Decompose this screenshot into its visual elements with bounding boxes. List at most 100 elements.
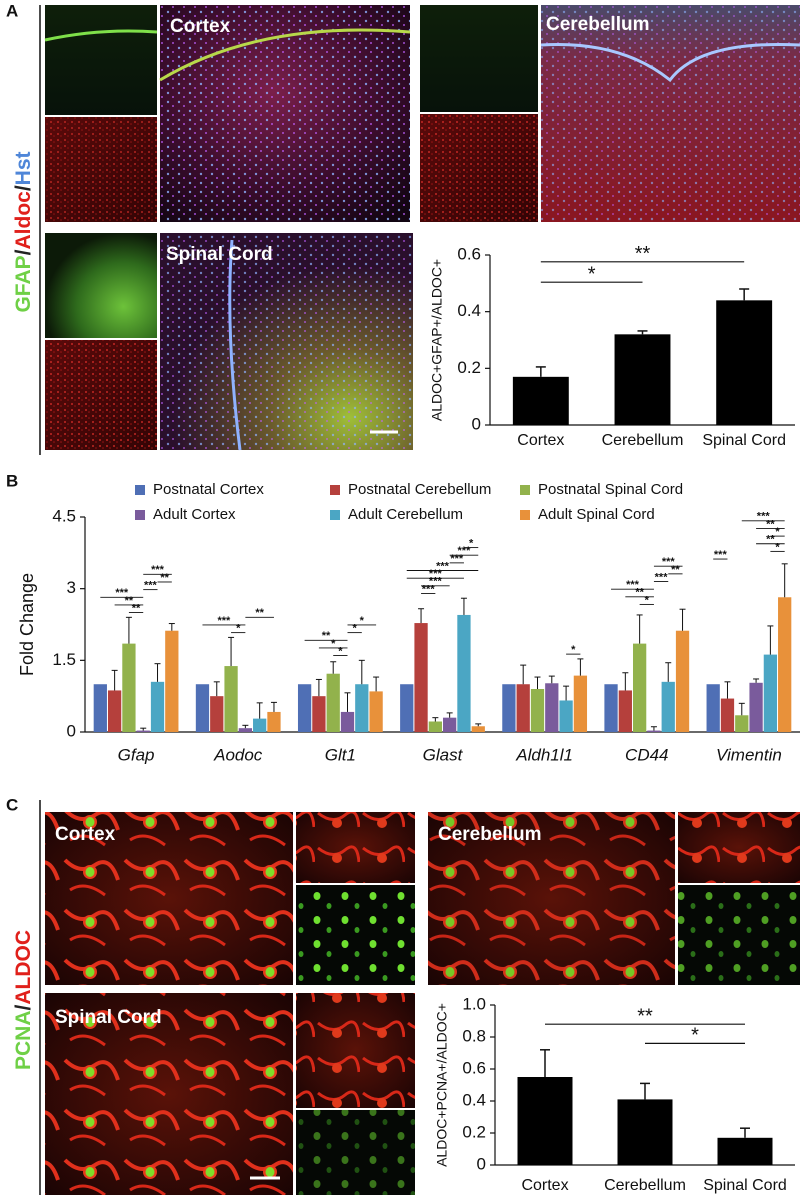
significance-label: * (331, 638, 336, 650)
micrograph (45, 5, 157, 115)
bar (661, 681, 675, 732)
significance-label: * (571, 644, 576, 656)
x-tick-label: Cortex (517, 432, 564, 449)
legend-swatch (330, 485, 340, 495)
stain-part: PCNA (12, 1011, 35, 1071)
legend-label: Adult Cortex (153, 506, 236, 523)
significance-label: ** (635, 587, 644, 599)
bar (502, 684, 516, 732)
significance-label: *** (151, 564, 165, 576)
significance-label: *** (450, 553, 464, 565)
bar (457, 614, 471, 732)
bar (632, 643, 647, 732)
micrograph (420, 5, 538, 112)
bar (559, 700, 573, 732)
bar (512, 376, 569, 425)
bar (297, 684, 312, 732)
significance-label: *** (144, 580, 158, 592)
significance-label: * (588, 263, 596, 285)
bar (224, 666, 238, 732)
significance-label: *** (422, 583, 436, 595)
y-axis-label: ALDOC+GFAP+/ALDOC+ (429, 259, 445, 421)
significance-label: * (775, 541, 780, 553)
bar (253, 718, 267, 732)
y-tick-label: 0.8 (462, 1026, 486, 1045)
panel-letter: B (6, 471, 18, 490)
legend-label: Adult Spinal Cord (538, 506, 655, 523)
significance-label: * (775, 526, 780, 538)
significance-label: *** (217, 615, 231, 627)
y-tick-label: 0 (477, 1154, 486, 1173)
micrograph (296, 885, 415, 985)
image-label: Spinal Cord (166, 244, 273, 265)
significance-label: * (645, 594, 650, 606)
bar (122, 643, 136, 732)
stain-label: PCNA/ALDOC (12, 930, 35, 1070)
significance-label: *** (429, 576, 443, 588)
y-tick-label: 1.0 (462, 994, 486, 1013)
x-tick-label: Cerebellum (602, 432, 684, 449)
bar (749, 682, 763, 732)
stain-part: GFAP (12, 255, 35, 312)
significance-label: ** (766, 534, 775, 546)
y-tick-label: 3 (67, 578, 76, 597)
bar (647, 730, 661, 732)
panel-a-images (44, 5, 800, 451)
image-label: Cortex (55, 824, 116, 845)
panel-letter: C (6, 795, 18, 814)
bar (340, 711, 355, 732)
micrograph (160, 233, 413, 450)
image-label: Spinal Cord (55, 1007, 162, 1028)
bar (267, 711, 281, 732)
image-label: Cortex (170, 16, 231, 37)
image-label: Cerebellum (546, 14, 649, 35)
stain-part: / (12, 249, 35, 255)
bar (428, 721, 442, 732)
bar (471, 726, 485, 732)
micrograph (45, 233, 157, 338)
legend-swatch (520, 485, 530, 495)
legend-swatch (135, 485, 145, 495)
significance-label: *** (458, 545, 472, 557)
legend-label: Postnatal Cerebellum (348, 481, 491, 498)
significance-label: * (691, 1025, 699, 1047)
micrograph-detail (44, 29, 158, 42)
stain-label: GFAP/Aldoc/Hst (12, 151, 35, 312)
bar (618, 690, 632, 732)
micrograph (296, 993, 415, 1108)
bar (706, 684, 720, 732)
bar (675, 630, 690, 732)
y-tick-label: 0 (67, 721, 76, 740)
legend-swatch (135, 510, 145, 520)
y-tick-label: 4.5 (52, 506, 76, 525)
micrograph-detail (159, 28, 411, 82)
significance-label: ** (322, 630, 331, 642)
micrograph (541, 5, 800, 222)
significance-label: * (353, 623, 358, 635)
y-tick-label: 0.2 (457, 358, 481, 377)
significance-label: * (338, 645, 343, 657)
x-tick-label: Glast (423, 745, 464, 764)
x-tick-label: Cerebellum (604, 1177, 686, 1194)
micrograph (296, 812, 415, 883)
panel-c-images (45, 812, 800, 1195)
legend-swatch (330, 510, 340, 520)
x-tick-label: Spinal Cord (703, 1177, 787, 1194)
x-tick-label: Spinal Cord (702, 432, 786, 449)
significance-label: *** (429, 568, 443, 580)
bar (195, 684, 210, 732)
bar (530, 689, 545, 732)
bar (136, 730, 150, 732)
bar (355, 684, 369, 732)
stain-part: Hst (12, 151, 35, 185)
significance-label: ** (766, 518, 775, 530)
bar (107, 690, 122, 732)
stain-part: / (12, 185, 35, 191)
significance-label: *** (662, 556, 676, 568)
significance-label: ** (255, 607, 264, 619)
significance-label: *** (757, 511, 771, 523)
y-tick-label: 1.5 (52, 650, 76, 669)
stain-part: Aldoc (12, 191, 35, 250)
micrograph (160, 5, 410, 222)
